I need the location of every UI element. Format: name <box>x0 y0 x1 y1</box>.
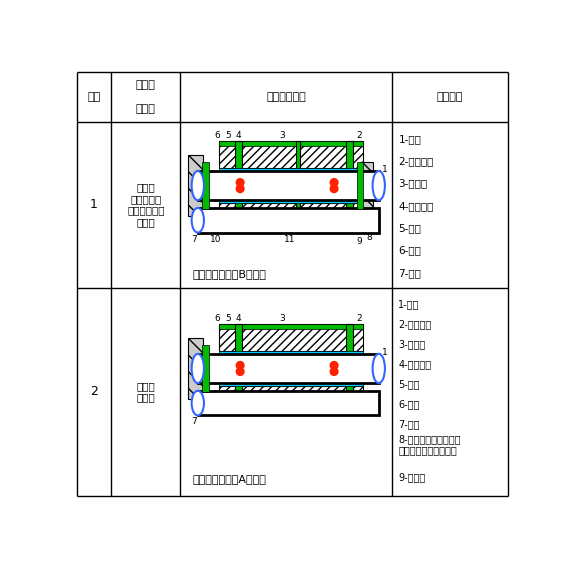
Text: 4-法兰压盖: 4-法兰压盖 <box>398 360 431 370</box>
Text: 5-螺柱: 5-螺柱 <box>398 223 421 233</box>
Bar <box>218 383 363 386</box>
Ellipse shape <box>373 354 385 383</box>
Text: 4: 4 <box>236 314 242 323</box>
Bar <box>218 324 363 329</box>
Text: 5: 5 <box>226 131 231 140</box>
Text: 5-螺柱: 5-螺柱 <box>398 379 420 390</box>
Bar <box>218 141 363 168</box>
Text: 2: 2 <box>90 385 98 398</box>
Circle shape <box>330 179 338 186</box>
Text: 2: 2 <box>357 314 363 323</box>
Text: 10: 10 <box>210 235 221 244</box>
Circle shape <box>237 185 244 193</box>
Circle shape <box>330 367 338 375</box>
Bar <box>218 386 363 413</box>
Text: 柔性防水套管（A型）：: 柔性防水套管（A型）： <box>192 474 266 483</box>
Text: 9-迎水面: 9-迎水面 <box>398 472 426 482</box>
Bar <box>218 203 363 230</box>
Bar <box>206 359 219 378</box>
Bar <box>235 324 242 413</box>
Text: 7-法兰: 7-法兰 <box>398 268 421 278</box>
Bar <box>220 361 231 376</box>
Text: 9: 9 <box>357 237 363 246</box>
Text: 符号说明: 符号说明 <box>437 92 463 102</box>
Bar <box>206 176 219 195</box>
Text: 套管安

装位置: 套管安 装位置 <box>136 81 156 114</box>
Bar <box>198 391 378 415</box>
Bar <box>202 181 221 186</box>
Bar <box>218 408 363 413</box>
Bar <box>353 362 359 375</box>
Text: 7: 7 <box>191 235 197 244</box>
Bar <box>357 162 363 208</box>
Bar <box>188 155 203 216</box>
Bar <box>198 171 378 200</box>
Bar <box>202 364 221 369</box>
Bar <box>188 337 203 399</box>
Text: 套管安装样图: 套管安装样图 <box>267 92 306 102</box>
Text: 1: 1 <box>90 198 98 211</box>
Circle shape <box>237 361 244 369</box>
Text: 1: 1 <box>382 348 388 357</box>
Text: 柔性防水套管（B型）：: 柔性防水套管（B型）： <box>192 269 266 279</box>
Ellipse shape <box>192 208 204 232</box>
Bar <box>345 141 353 230</box>
Text: 1-钢管: 1-钢管 <box>398 134 421 144</box>
Bar <box>296 141 300 230</box>
Bar <box>218 225 363 230</box>
Text: 6-螺母: 6-螺母 <box>398 400 420 410</box>
Ellipse shape <box>373 171 385 200</box>
Text: 2-法兰套管: 2-法兰套管 <box>398 156 434 166</box>
Ellipse shape <box>192 354 204 383</box>
Text: 序号: 序号 <box>87 92 100 102</box>
Ellipse shape <box>192 171 204 200</box>
Bar <box>218 200 363 203</box>
Bar <box>198 208 378 232</box>
Bar <box>202 189 221 193</box>
Text: 4-法兰压盖: 4-法兰压盖 <box>398 201 434 211</box>
Bar <box>360 162 373 208</box>
Text: 3: 3 <box>280 131 286 140</box>
Text: 7: 7 <box>191 417 197 427</box>
Text: 8-密封膏嵌缝（迎水面
为腐蚀性介质时适用）: 8-密封膏嵌缝（迎水面 为腐蚀性介质时适用） <box>398 434 461 456</box>
Text: 3-密封圈: 3-密封圈 <box>398 179 428 189</box>
Bar <box>353 179 359 192</box>
Text: 2-法兰套管: 2-法兰套管 <box>398 320 431 329</box>
Bar <box>218 351 363 354</box>
Bar <box>218 324 363 351</box>
Text: 7-法兰: 7-法兰 <box>398 420 420 429</box>
Circle shape <box>237 179 244 186</box>
Bar <box>218 141 363 146</box>
Text: 1: 1 <box>382 165 388 174</box>
Text: 1-钢管: 1-钢管 <box>398 299 420 310</box>
Bar <box>345 324 353 413</box>
Bar <box>198 354 378 383</box>
Text: 11: 11 <box>284 235 296 244</box>
Text: 5: 5 <box>226 314 231 323</box>
Text: 4: 4 <box>236 131 242 140</box>
Circle shape <box>330 185 338 193</box>
Bar <box>202 371 221 376</box>
Bar <box>202 162 209 208</box>
Text: 2: 2 <box>357 131 363 140</box>
Circle shape <box>237 367 244 375</box>
Circle shape <box>330 361 338 369</box>
Text: 穿地下
室建筑外墙
（套管埋设较
深时）: 穿地下 室建筑外墙 （套管埋设较 深时） <box>127 182 165 227</box>
Text: 3: 3 <box>280 314 286 323</box>
Text: 6: 6 <box>214 131 220 140</box>
Bar <box>202 345 209 391</box>
Bar <box>235 141 242 230</box>
Bar <box>220 178 231 193</box>
Text: 3-密封圈: 3-密封圈 <box>398 340 426 349</box>
Text: 6-螺母: 6-螺母 <box>398 245 421 256</box>
Ellipse shape <box>192 391 204 415</box>
Bar <box>218 168 363 171</box>
Text: 8: 8 <box>367 233 372 242</box>
Text: 6: 6 <box>214 314 220 323</box>
Text: 穿地下
水池壁: 穿地下 水池壁 <box>136 381 155 402</box>
